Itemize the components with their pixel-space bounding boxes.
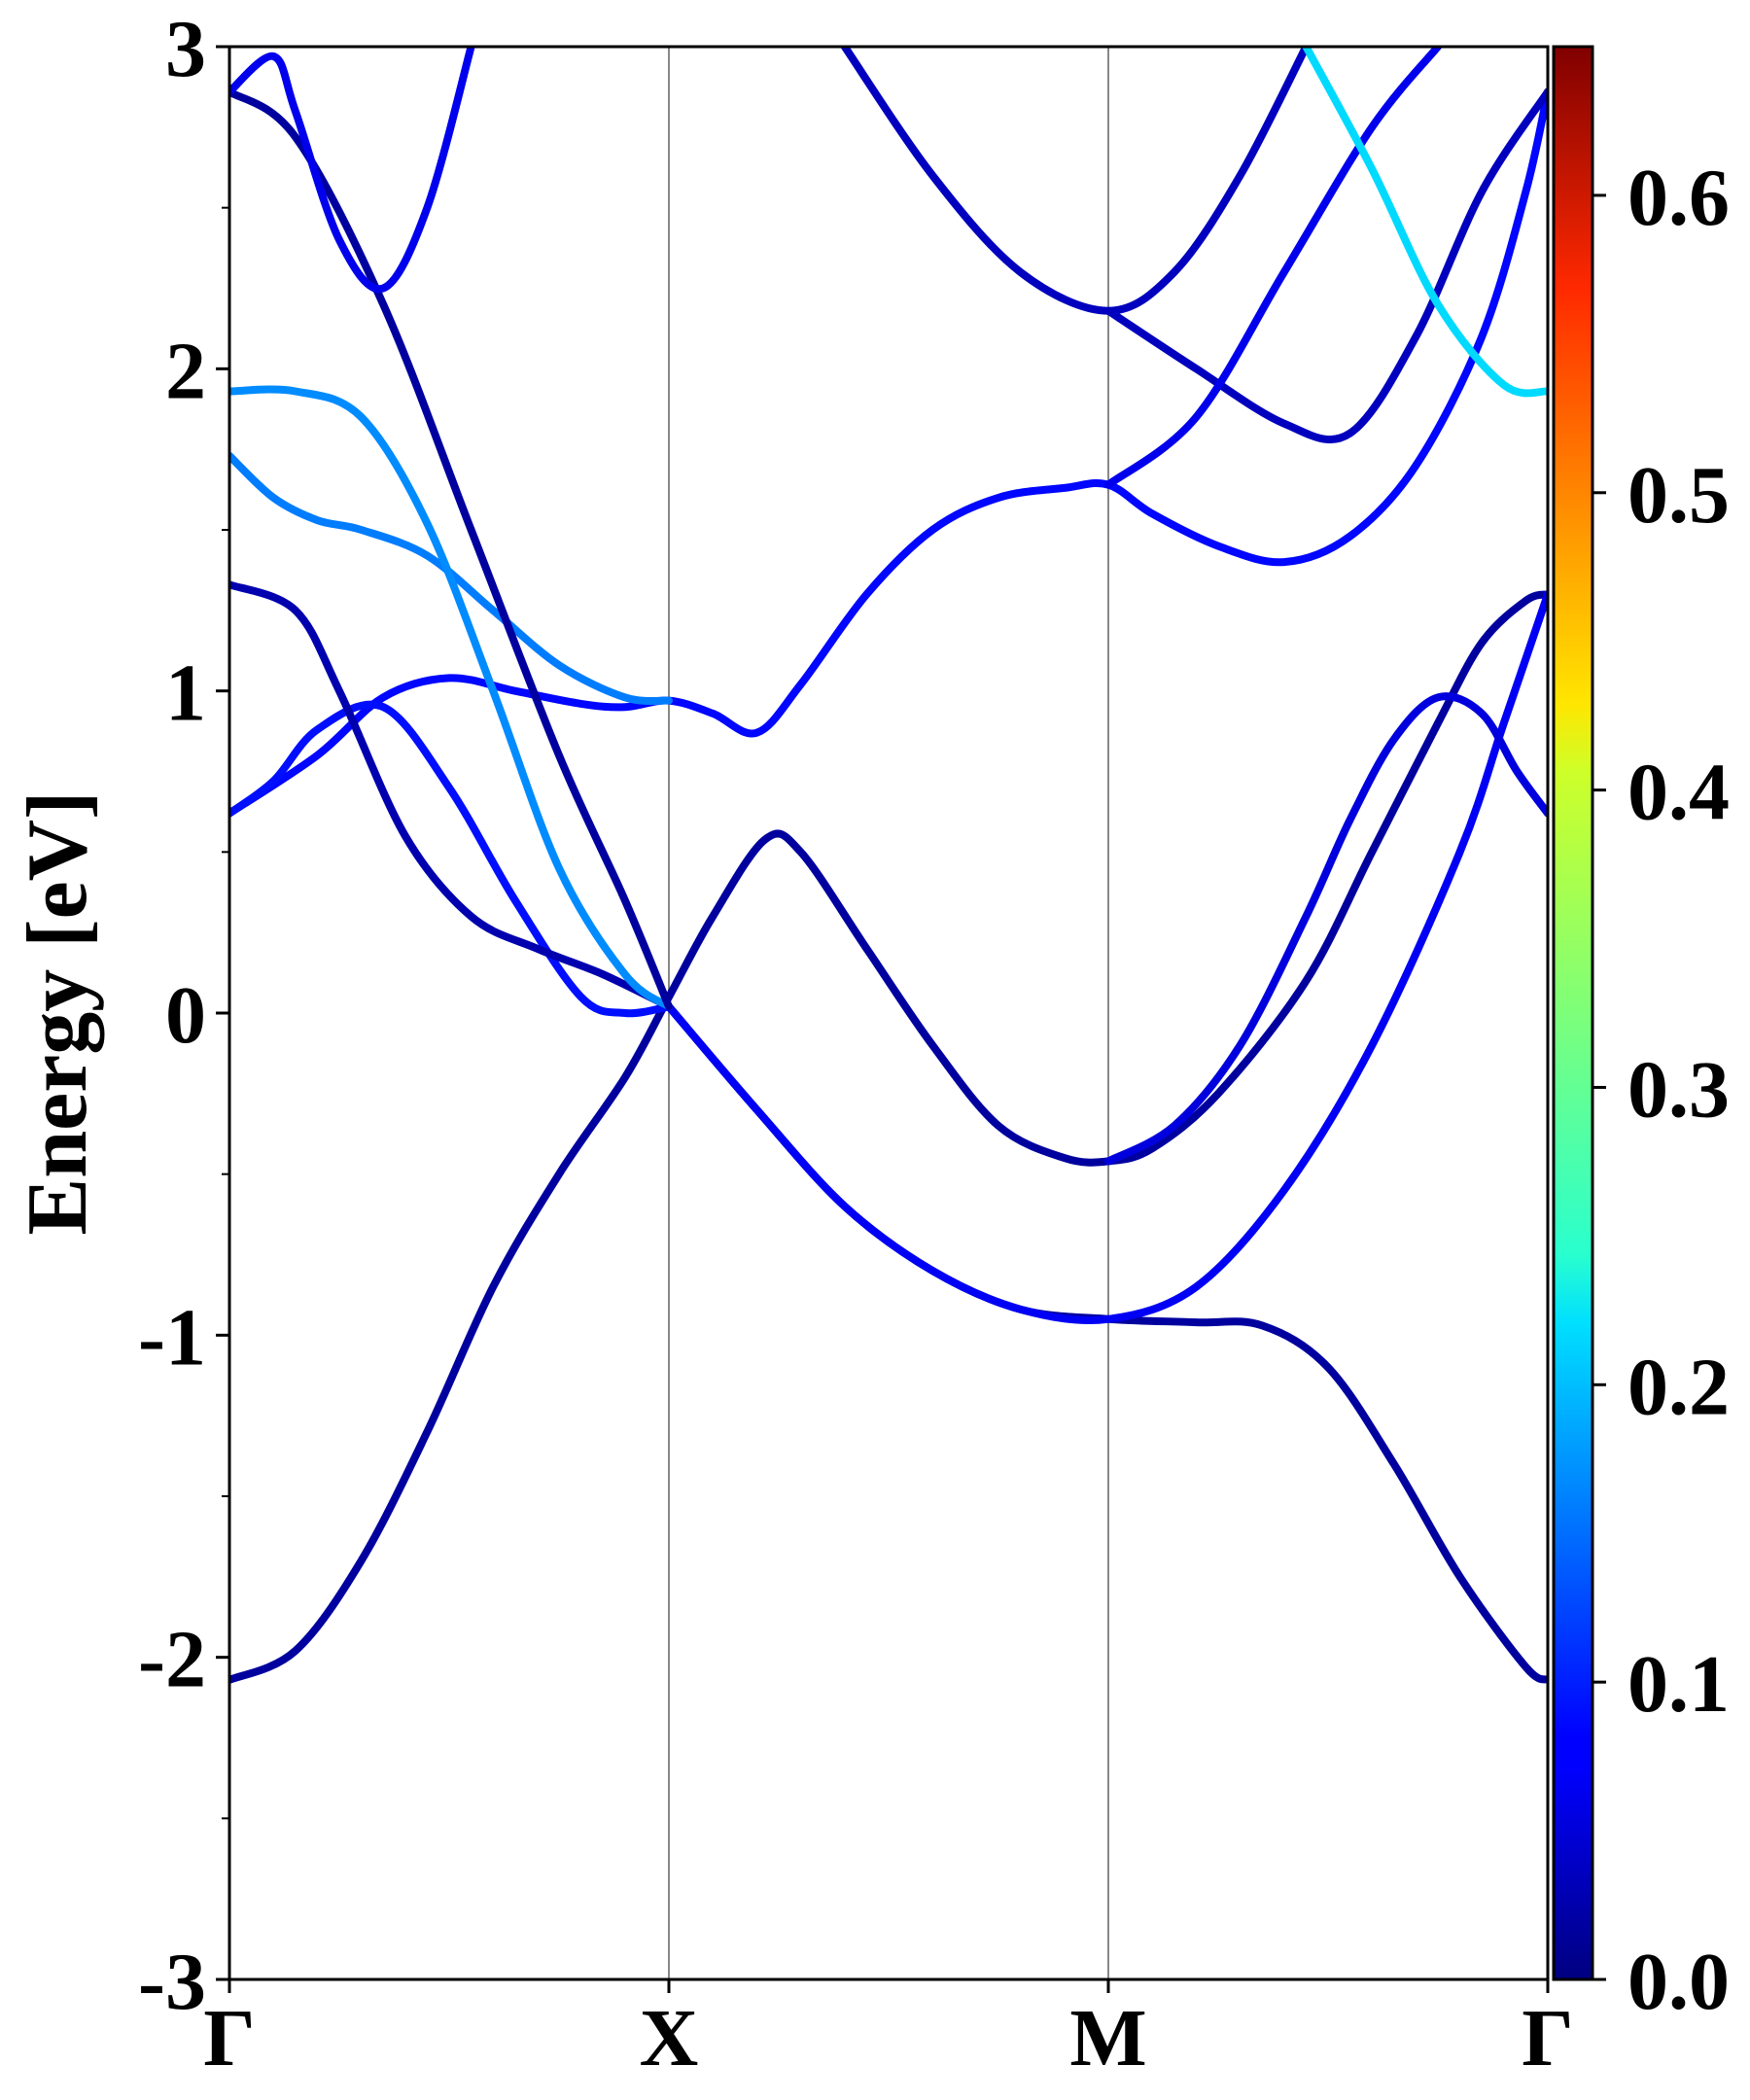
colorbar-tick-label: 0.3 [1628, 1044, 1730, 1135]
band-line [229, 385, 673, 1011]
band-line [840, 47, 1311, 315]
y-tick-label: -1 [138, 1292, 206, 1382]
band-line [229, 590, 1548, 1684]
colorbar-tick-label: 0.2 [1628, 1342, 1730, 1432]
band-line [1104, 692, 1548, 1166]
kpoint-divider-lines [668, 47, 1109, 1979]
y-tick-label: -2 [138, 1615, 206, 1705]
band-line [665, 590, 1548, 1325]
y-tick-label: 2 [165, 326, 206, 416]
kpoint-label: M [1069, 1993, 1146, 2083]
band-line [229, 700, 673, 1018]
band-line [229, 451, 673, 706]
band-line [1302, 47, 1548, 398]
y-axis-ticks: 3 2 1 0 -1 -2 -3 [138, 4, 229, 2027]
y-axis-label: Energy [eV] [11, 791, 105, 1236]
colorbar-tick-label: 0.0 [1628, 1937, 1730, 2027]
band-line [1104, 47, 1442, 489]
band-line [229, 88, 1548, 818]
y-tick-label: 3 [165, 4, 206, 94]
colorbar-tick-label: 0.6 [1628, 153, 1730, 243]
y-tick-label: 1 [165, 648, 206, 739]
colorbar-tick-label: 0.4 [1628, 748, 1730, 838]
band-line [229, 88, 673, 1011]
kpoint-label: X [640, 1993, 699, 2083]
colorbar [1552, 45, 1594, 1981]
kpoint-label: Γ [1522, 1993, 1573, 2083]
colorbar-tick-label: 0.1 [1628, 1639, 1730, 1730]
colorbar-tick-label: 0.5 [1628, 450, 1730, 541]
band-line [1104, 88, 1548, 444]
colorbar-ticks: 0.0 0.1 0.2 0.3 0.4 0.5 0.6 [1592, 153, 1730, 2027]
kpoint-label: Γ [203, 1993, 255, 2083]
y-tick-label: -3 [138, 1937, 206, 2027]
band-line [229, 580, 673, 1011]
band-lines [229, 47, 1548, 1684]
y-tick-label: 0 [165, 970, 206, 1061]
band-line [229, 47, 475, 294]
plot-frame [228, 45, 1550, 1981]
